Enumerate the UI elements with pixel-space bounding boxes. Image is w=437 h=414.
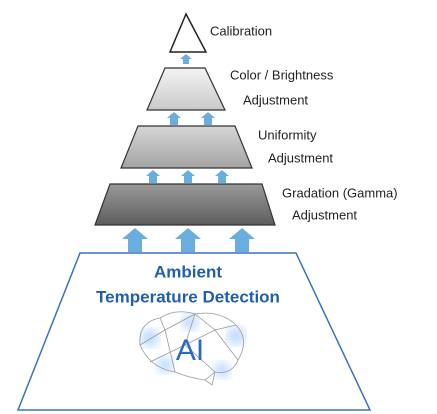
gradation-level <box>94 183 276 226</box>
arrows <box>122 54 255 252</box>
level-label: Calibration <box>210 23 272 38</box>
level-label: Adjustment <box>243 92 308 107</box>
color-level <box>146 67 226 111</box>
base-level <box>16 252 372 411</box>
base-label: Ambient <box>154 262 222 281</box>
brain-icon: AI <box>139 311 245 386</box>
level-label: Adjustment <box>268 150 333 165</box>
level-label: Color / Brightness <box>230 67 334 82</box>
calibration-triangle <box>168 12 208 53</box>
level-label: Gradation (Gamma) <box>282 185 398 200</box>
uniformity-level <box>120 125 253 169</box>
level-label: Adjustment <box>292 207 357 222</box>
ai-label: AI <box>176 334 204 367</box>
level-label: Uniformity <box>258 127 317 142</box>
base-label: Temperature Detection <box>96 287 280 306</box>
